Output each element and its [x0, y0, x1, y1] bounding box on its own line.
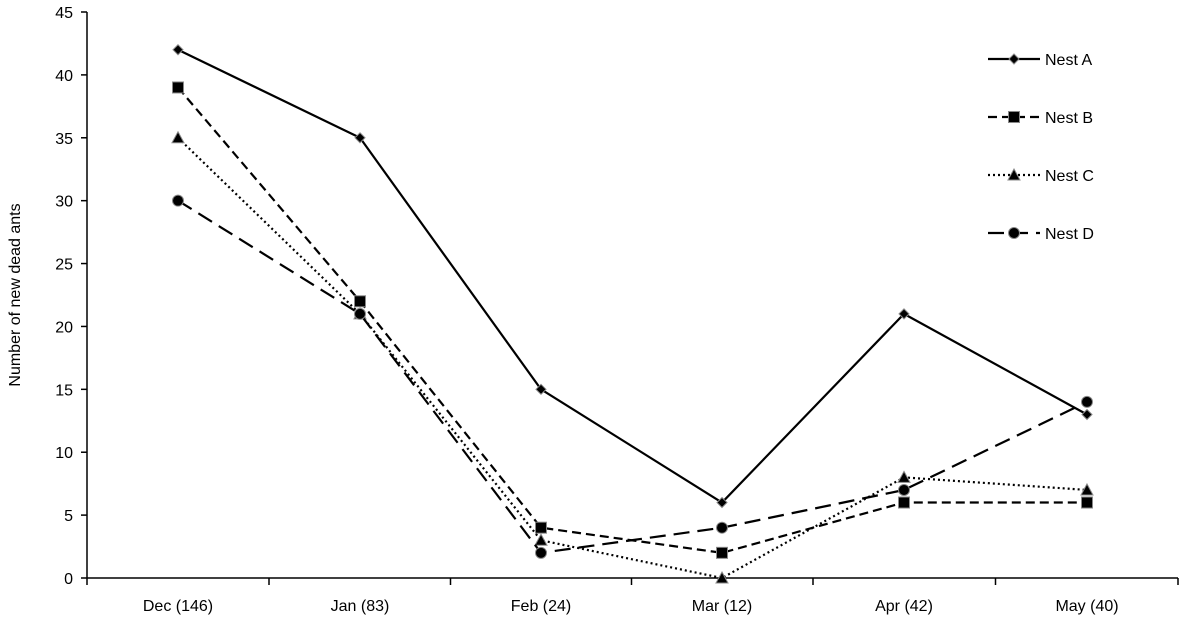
- data-point-nest-b: [172, 81, 184, 94]
- y-tick-label: 30: [55, 194, 73, 211]
- y-ticks: 0 5 10 15 20 25 30 35 40 45: [55, 5, 87, 588]
- data-point-nest-a: [535, 383, 547, 396]
- data-point-nest-a: [354, 132, 366, 144]
- data-point-nest-b: [535, 521, 547, 534]
- y-tick-label: 0: [64, 571, 73, 588]
- x-tick-label: Jan (83): [331, 598, 390, 615]
- legend-marker: [1008, 111, 1020, 123]
- legend-item-nest-c: Nest C: [988, 167, 1094, 185]
- legend-label: Nest D: [1045, 226, 1094, 243]
- data-point-nest-c: [715, 570, 729, 584]
- y-tick-label: 40: [55, 68, 73, 85]
- legend-marker: [1008, 53, 1020, 65]
- data-point-nest-d: [716, 521, 728, 534]
- data-point-nest-d: [172, 194, 184, 207]
- series-line-nest-d: [177, 199, 1088, 555]
- data-point-nest-d: [354, 307, 366, 320]
- legend-label: Nest C: [1045, 168, 1094, 185]
- x-ticks: Dec (146) Jan (83) Feb (24) Mar (12) Apr (42…: [86, 578, 1179, 615]
- series-line-nest-c: [177, 136, 1088, 580]
- series-line-nest-a: [177, 48, 1088, 504]
- legend-item-nest-d: Nest D: [988, 226, 1094, 243]
- series-nest-b: [172, 81, 1093, 559]
- data-point-nest-a: [172, 44, 184, 56]
- data-point-nest-c: [171, 130, 185, 144]
- data-point-nest-d: [1081, 395, 1093, 408]
- data-point-nest-c: [897, 470, 911, 483]
- data-point-nest-b: [716, 546, 728, 559]
- data-point-nest-a: [1081, 408, 1093, 421]
- data-point-nest-b: [898, 496, 910, 509]
- y-tick-label: 20: [55, 319, 73, 336]
- x-tick-label: Feb (24): [511, 598, 571, 615]
- legend-item-nest-b: Nest B: [988, 110, 1093, 127]
- data-point-nest-c: [1080, 482, 1094, 496]
- y-tick-label: 15: [55, 382, 73, 399]
- y-axis-title: Number of new dead ants: [7, 203, 24, 386]
- legend: Nest A Nest B Nest C Nest D: [988, 52, 1094, 243]
- data-point-nest-d: [898, 483, 910, 496]
- legend-label: Nest A: [1045, 52, 1092, 69]
- data-point-nest-b: [354, 295, 366, 308]
- series-nest-a: [172, 44, 1093, 509]
- data-point-nest-c: [534, 533, 548, 546]
- data-point-nest-d: [535, 546, 547, 559]
- series-line-nest-b: [177, 86, 1087, 554]
- legend-label: Nest B: [1045, 110, 1093, 127]
- legend-marker: [1008, 227, 1020, 239]
- x-tick-label: Mar (12): [692, 598, 752, 615]
- data-point-nest-a: [716, 496, 728, 509]
- y-tick-label: 25: [55, 257, 73, 274]
- y-tick-label: 35: [55, 131, 73, 148]
- axes: [86, 12, 1178, 579]
- series-layer: [171, 44, 1094, 584]
- y-tick-label: 45: [55, 5, 73, 22]
- x-tick-label: Dec (146): [143, 598, 213, 615]
- data-point-nest-a: [898, 308, 910, 320]
- series-nest-c: [171, 130, 1094, 584]
- x-tick-label: May (40): [1055, 598, 1118, 615]
- legend-marker: [1007, 167, 1021, 181]
- x-tick-label: Apr (42): [875, 598, 933, 615]
- series-nest-d: [172, 194, 1093, 559]
- legend-item-nest-a: Nest A: [988, 52, 1092, 69]
- data-point-nest-b: [1081, 496, 1093, 509]
- y-tick-label: 10: [55, 445, 73, 462]
- y-tick-label: 5: [64, 508, 73, 525]
